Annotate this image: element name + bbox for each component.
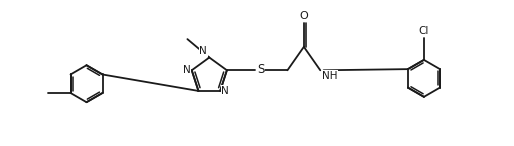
Text: N: N: [222, 86, 229, 96]
Text: N: N: [183, 65, 191, 75]
Text: NH: NH: [322, 71, 338, 81]
Text: N: N: [199, 46, 207, 56]
Text: Cl: Cl: [419, 26, 429, 36]
Text: O: O: [300, 11, 308, 21]
Text: S: S: [257, 63, 264, 76]
